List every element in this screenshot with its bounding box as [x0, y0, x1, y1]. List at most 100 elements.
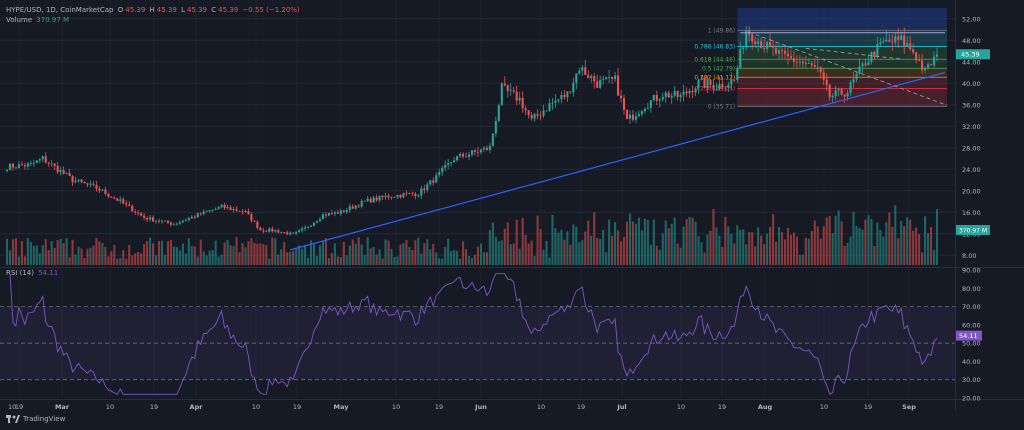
volume-bar — [855, 225, 858, 265]
volume-bar — [736, 225, 739, 265]
candle-body — [724, 87, 727, 89]
candle-body — [459, 154, 462, 157]
candle-body — [515, 91, 518, 101]
fib-level-label: 0.236 (39.05) — [694, 86, 735, 93]
volume-bar — [533, 256, 536, 265]
volume-bar — [730, 233, 733, 265]
volume-bar — [265, 245, 268, 265]
fib-zone — [737, 46, 947, 60]
volume-bar — [625, 221, 629, 265]
candle-body — [909, 43, 912, 50]
symbol-line: HYPE/USD, 1D, CoinMarketCap — [6, 6, 114, 14]
volume-bar — [95, 237, 98, 265]
volume-bar — [467, 256, 471, 265]
volume-bar — [110, 251, 113, 265]
candle-body — [32, 163, 35, 164]
volume-bar — [253, 242, 256, 265]
volume-bar — [172, 246, 175, 265]
candle-body — [333, 212, 336, 214]
volume-bar — [897, 238, 900, 265]
volume-bar — [137, 252, 140, 265]
candle-body — [393, 197, 396, 198]
volume-bar — [718, 235, 721, 265]
candle-body — [891, 41, 894, 43]
volume-bar — [38, 253, 41, 265]
volume-bar — [62, 243, 65, 265]
fib-zone — [737, 77, 947, 89]
volume-bar — [655, 245, 658, 265]
volume-bar — [566, 231, 569, 265]
rsi-tick-label: 70.00 — [962, 303, 981, 311]
volume-bar — [298, 245, 301, 265]
candle-body — [858, 66, 861, 74]
volume-bar — [250, 238, 253, 265]
volume-bar — [223, 242, 226, 265]
volume-bar — [506, 222, 509, 265]
time-tick-label: Apr — [190, 403, 204, 411]
volume-bar — [751, 232, 754, 265]
candle-body — [247, 210, 250, 215]
volume-bar — [98, 241, 101, 265]
candle-body — [608, 77, 611, 78]
volume-bar — [384, 239, 387, 265]
volume-bar — [178, 250, 181, 265]
candle-body — [274, 230, 277, 232]
candle-body — [780, 50, 784, 52]
fibonacci-retracement[interactable]: 1 (49.86) 0.786 (46.83) 0.618 (44.46) 0.5 (… — [694, 8, 947, 111]
candle-body — [301, 228, 304, 231]
volume-bar — [229, 245, 232, 265]
candle-body — [172, 224, 175, 226]
volume-bar — [929, 227, 933, 265]
candle-body — [268, 228, 271, 232]
volume-bar — [342, 242, 345, 265]
volume-bar — [202, 251, 205, 265]
candle-body — [336, 212, 339, 214]
candle-body — [536, 114, 539, 116]
candle-body — [667, 92, 670, 98]
volume-bar — [211, 250, 214, 265]
volume-bar — [429, 249, 432, 265]
candle-body — [810, 63, 813, 66]
volume-bar — [23, 256, 26, 265]
candle-body — [381, 195, 384, 198]
volume-badge — [956, 225, 990, 235]
volume-bar — [286, 252, 289, 265]
volume-label: Volume — [6, 16, 33, 24]
candle-body — [304, 227, 307, 229]
rsi-pane — [0, 273, 955, 395]
volume-bar — [861, 229, 864, 265]
volume-bar — [786, 227, 790, 265]
candle-body — [399, 194, 402, 198]
candle-body — [733, 79, 736, 81]
candle-body — [894, 36, 897, 43]
last-price-badge — [956, 49, 990, 60]
price-tick-label: 52.00 — [962, 15, 981, 23]
time-tick-label: 10 — [820, 403, 828, 411]
candle-body — [700, 78, 703, 80]
candle-body — [56, 165, 59, 173]
volume-bar — [488, 230, 491, 265]
volume-bar — [71, 239, 74, 265]
volume-bar — [238, 252, 241, 265]
candle-body — [119, 199, 122, 201]
volume-bar — [879, 229, 882, 265]
candle-body — [491, 133, 494, 147]
tradingview-logo[interactable]: TradingView — [6, 415, 65, 423]
candle-body — [530, 114, 533, 119]
candle-body — [405, 193, 408, 195]
candle-body — [557, 99, 560, 101]
candle-body — [849, 82, 852, 93]
volume-bar — [813, 220, 816, 265]
volume-bar — [473, 254, 477, 265]
candle-body — [539, 115, 542, 117]
volume-bar — [766, 233, 769, 265]
volume-bar — [459, 258, 462, 265]
rsi-tick-label: 40.00 — [962, 358, 981, 366]
candle-body — [631, 114, 635, 120]
candle-body — [840, 89, 843, 95]
volume-bar — [432, 243, 435, 265]
volume-bar — [745, 244, 748, 265]
volume-bar — [518, 248, 521, 265]
volume-bar — [324, 238, 327, 265]
